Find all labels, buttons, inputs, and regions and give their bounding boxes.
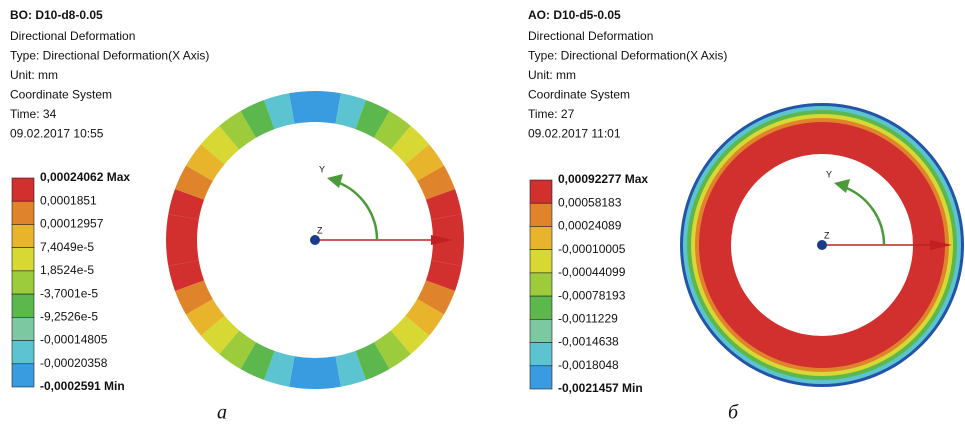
legend-swatch [530, 319, 552, 342]
legend-label: 0,00012957 [40, 217, 104, 231]
info-line: Unit: mm [10, 68, 58, 82]
legend-label: -0,0011229 [558, 312, 618, 326]
legend-label: 0,00092277 Max [558, 172, 648, 186]
legend-swatch [530, 273, 552, 296]
legend-swatch [12, 201, 34, 224]
legend-label: -0,00078193 [558, 288, 626, 302]
legend-swatch [12, 317, 34, 340]
legend-swatch [12, 294, 34, 317]
origin [817, 240, 827, 250]
legend-label: -0,00014805 [40, 333, 108, 347]
info-line: Time: 27 [528, 107, 575, 121]
legend-label: 0,00024089 [558, 219, 622, 233]
legend-swatch [530, 226, 552, 249]
legend-label: -3,7001e-5 [40, 286, 98, 300]
legend-swatch [530, 203, 552, 226]
legend-label: -0,00044099 [558, 265, 626, 279]
triad-label: Z [824, 230, 830, 240]
legend-swatch [12, 271, 34, 294]
legend-label: 0,00024062 Max [40, 170, 130, 184]
legend-swatch [12, 248, 34, 271]
panel-caption: б [728, 402, 739, 424]
rotation-head [327, 174, 343, 188]
origin [310, 235, 320, 245]
panel-title: AO: D10-d5-0.05 [528, 8, 621, 22]
legend-label: 1,8524e-5 [40, 263, 94, 277]
info-line: Type: Directional Deformation(X Axis) [528, 49, 727, 63]
triad-label: Z [317, 225, 323, 235]
info-line: Coordinate System [528, 88, 630, 102]
info-line: 09.02.2017 10:55 [10, 127, 104, 141]
legend-swatch [12, 178, 34, 201]
triad-label: Y [319, 164, 325, 174]
legend-label: -0,0014638 [558, 335, 619, 349]
legend-label: 0,0001851 [40, 193, 97, 207]
legend-swatch [12, 224, 34, 247]
legend-swatch [530, 343, 552, 366]
triad-label: Y [826, 169, 832, 179]
info-line: 09.02.2017 11:01 [528, 127, 621, 141]
info-line: Unit: mm [528, 68, 576, 82]
legend-swatch [530, 180, 552, 203]
legend-swatch [530, 366, 552, 389]
legend-label: -0,0018048 [558, 358, 619, 372]
legend-swatch [530, 296, 552, 319]
panel-caption: а [217, 402, 227, 424]
legend-label: 0,00058183 [558, 195, 622, 209]
legend-label: -0,00020358 [40, 356, 108, 370]
info-line: Time: 34 [10, 107, 57, 121]
info-line: Type: Directional Deformation(X Axis) [10, 49, 209, 63]
info-line: Directional Deformation [10, 29, 135, 43]
legend-swatch [530, 250, 552, 273]
panel-title: BO: D10-d8-0.05 [10, 8, 103, 22]
legend-label: 7,4049e-5 [40, 240, 94, 254]
legend-label: -0,00010005 [558, 242, 626, 256]
figure: BO: D10-d8-0.05 Directional Deformation Ty… [0, 0, 965, 427]
legend-label: -9,2526e-5 [40, 310, 98, 324]
info-line: Directional Deformation [528, 29, 653, 43]
rotation-arrow [337, 182, 377, 240]
legend-label: -0,0021457 Min [558, 381, 643, 395]
legend-label: -0,0002591 Min [40, 379, 125, 393]
info-line: Coordinate System [10, 88, 112, 102]
legend-swatch [12, 364, 34, 387]
legend-swatch [12, 341, 34, 364]
